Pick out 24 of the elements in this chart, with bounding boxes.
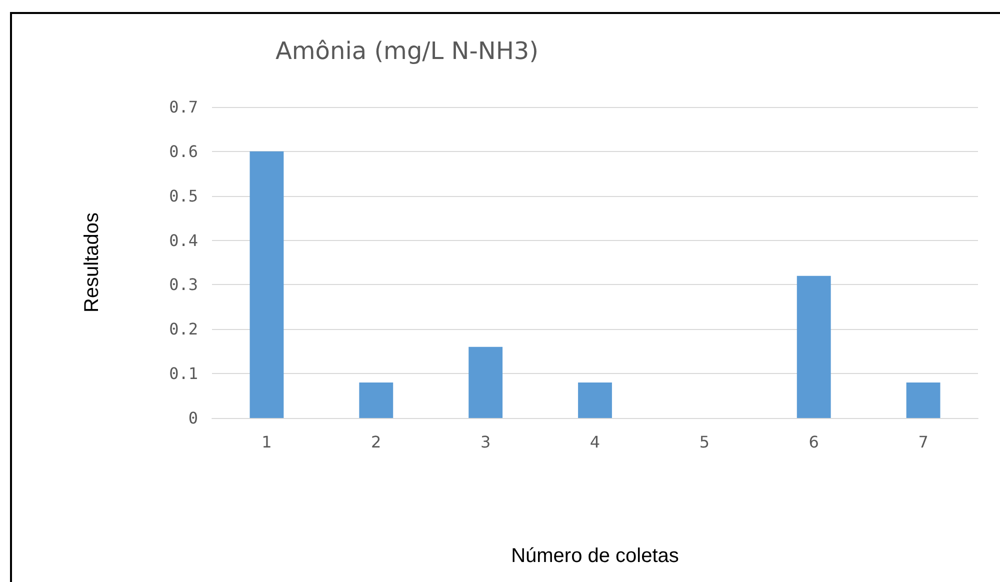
bar	[578, 382, 612, 418]
x-tick-label: 6	[808, 432, 819, 452]
x-tick-label: 4	[590, 432, 600, 452]
chart-title: Amônia (mg/L N-NH3)	[275, 37, 539, 65]
bar	[468, 346, 503, 418]
bar	[906, 382, 940, 418]
y-tick-label: 0.1	[169, 364, 198, 384]
bar	[796, 276, 831, 418]
y-tick-label: 0.7	[169, 98, 198, 116]
x-axis-title: Número de coletas	[511, 545, 679, 567]
y-tick-label: 0.4	[169, 230, 198, 250]
y-tick-label: 0.3	[169, 275, 198, 294]
y-axis-title: Resultados	[81, 212, 103, 313]
x-tick-label: 1	[262, 432, 272, 452]
bar	[359, 382, 394, 418]
y-tick-label: 0.5	[169, 186, 198, 206]
bar	[250, 151, 284, 418]
y-tick-label: 0	[188, 408, 198, 428]
x-tick-label: 3	[480, 432, 491, 452]
x-tick-label: 5	[699, 432, 710, 452]
y-tick-label: 0.2	[169, 320, 198, 339]
y-tick-label: 0.6	[169, 142, 198, 161]
x-tick-label: 2	[371, 432, 382, 452]
x-tick-label: 7	[918, 432, 928, 452]
